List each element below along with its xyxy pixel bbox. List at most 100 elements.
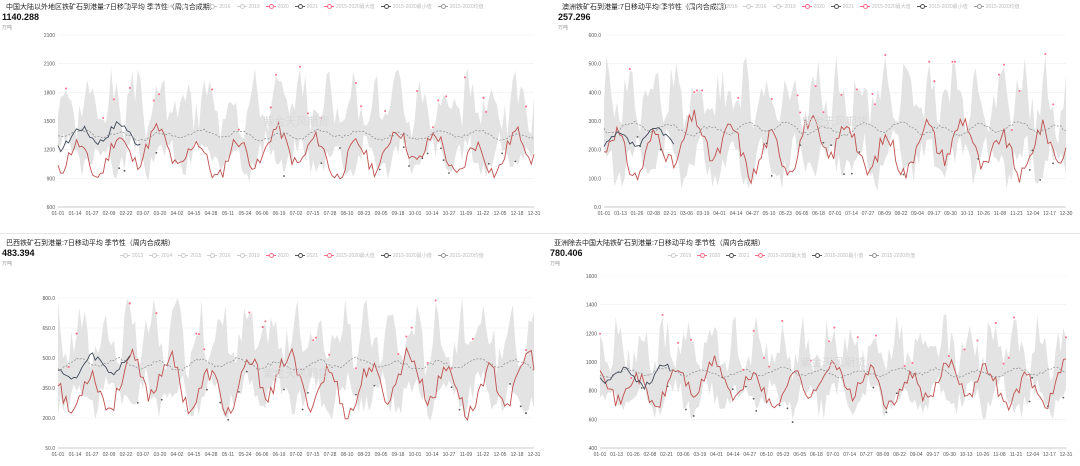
max-marker [933,80,936,83]
legend-item[interactable]: 2019 [236,252,260,259]
x-tick-label: 08-10 [341,452,354,458]
legend-item[interactable]: 2014 [149,3,172,10]
series-line [57,352,131,380]
max-marker [814,85,817,88]
legend-item[interactable]: 2015-2020均值 [973,3,1020,10]
legend-item[interactable]: 2020 [265,252,289,259]
legend-item[interactable]: 2019 [236,3,260,10]
max-marker [661,313,664,316]
max-marker [450,367,453,370]
min-marker [136,401,139,404]
legend-label: 2015-2020最小值 [824,253,864,259]
max-marker [1003,63,1006,66]
legend-item[interactable]: 2021 [294,3,318,10]
max-marker [197,333,200,336]
min-marker [378,168,381,171]
legend-item[interactable]: 2015-2020最小值 [812,252,863,259]
legend-swatch [772,4,783,9]
min-marker [160,398,163,401]
legend-item[interactable]: 2020 [801,3,825,10]
min-marker [118,167,121,170]
x-tick-label: 07-02 [290,452,303,458]
legend-item[interactable]: 2021 [726,252,749,259]
legend-item[interactable]: 2015 [714,3,737,10]
legend-item[interactable]: 2016 [207,252,231,259]
min-marker [245,370,248,373]
legend-swatch [697,253,708,258]
legend-item[interactable]: 2015-2020最小值 [380,252,432,259]
min-marker [421,157,424,160]
legend-item[interactable]: 2021 [830,3,854,10]
y-tick-label: 1800 [44,90,55,96]
legend-swatch [916,4,927,9]
legend-item[interactable]: 2013 [120,252,143,259]
legend-item[interactable]: 2019 [668,252,691,259]
max-marker [525,349,528,352]
legend-label: 2015-2020最大值 [767,253,807,259]
legend-swatch [668,253,678,258]
chart-legend[interactable]: 2013 2014 2015 2016 2019 2020 2021 2015-2020最大值… [120,3,484,10]
x-tick-label: 02-09 [103,452,116,458]
legend-item[interactable]: 2015 [178,3,201,10]
legend-label: 2015-2020最大值 [871,4,911,10]
legend-item[interactable]: 2016 [207,3,231,10]
x-tick-label: 12-05 [494,452,507,458]
x-tick-label: 08-23 [358,211,371,217]
chart-legend[interactable]: 2013 2014 2015 2016 2019 2020 2021 2015-2020最大值… [656,3,1020,10]
legend-label: 2016 [219,252,231,259]
chart-legend[interactable]: 2013 2014 2015 2016 2019 2020 2021 2015-2020最大值… [120,252,484,259]
y-tick-label: 1200 [44,148,55,154]
legend-item[interactable]: 2015-2020均值 [869,252,915,259]
legend-item[interactable]: 2015-2020最小值 [380,3,432,10]
series-line [603,127,675,147]
legend-item[interactable]: 2015 [178,252,201,259]
chart-legend[interactable]: 2019 2020 2021 2015-2020最大值 2015-2020最小值 2015… [668,252,915,259]
max-marker [312,339,315,342]
legend-item[interactable]: 2015-2020均值 [437,3,484,10]
max-marker [75,332,78,335]
x-tick-label: 02-22 [120,452,133,458]
legend-label: 2015-2020最大值 [335,4,375,10]
x-tick-label: 02-22 [120,211,133,217]
legend-item[interactable]: 2021 [294,252,318,259]
x-tick-label: 10-14 [426,211,439,217]
max-marker [768,365,771,368]
legend-item[interactable]: 2020 [697,252,720,259]
legend-item[interactable]: 2019 [772,3,796,10]
x-tick-label: 06-19 [273,211,286,217]
max-marker [809,359,812,362]
min-marker [219,401,222,404]
max-marker [1044,52,1047,55]
max-marker [463,76,466,79]
legend-item[interactable]: 2015-2020最大值 [323,3,375,10]
legend-item[interactable]: 2014 [149,252,172,259]
max-marker [911,361,914,364]
legend-item[interactable]: 2015-2020最大值 [323,252,375,259]
x-tick-label: 07-27 [862,211,875,217]
min-marker [639,145,642,148]
legend-item[interactable]: 2013 [120,3,143,10]
legend-item[interactable]: 2015-2020均值 [437,252,484,259]
legend-swatch [656,4,666,9]
legend-item[interactable]: 2015-2020最小值 [916,3,968,10]
x-tick-label: 05-10 [760,452,773,458]
legend-item[interactable]: 2013 [656,3,679,10]
max-marker [237,128,240,131]
max-marker [445,95,448,98]
x-tick-label: 12-04 [1026,452,1039,458]
legend-item[interactable]: 2020 [265,3,289,10]
legend-swatch [178,4,189,9]
min-marker [301,408,304,411]
x-tick-label: 09-04 [911,211,924,217]
chart-panel-australia: 澳洲铁矿石到港量:7日移动平均 季节性（周内合成期） 257.296 万吨 20… [556,0,1080,233]
legend-item[interactable]: 2015-2020最大值 [755,252,806,259]
legend-item[interactable]: 2015-2020最大值 [859,3,911,10]
legend-item[interactable]: 2016 [743,3,767,10]
legend-swatch [207,253,218,258]
x-tick-label: 11-21 [1010,452,1023,458]
watermark: 紫金天风期货 [263,366,329,380]
min-marker [1028,168,1031,171]
legend-item[interactable]: 2014 [685,3,708,10]
max-marker [328,353,331,356]
max-marker [840,93,843,96]
